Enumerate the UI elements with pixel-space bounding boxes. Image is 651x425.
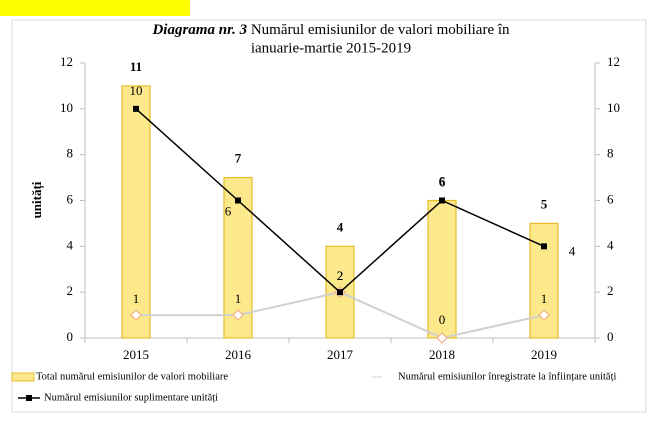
marker (337, 289, 343, 296)
bar-label: 5 (541, 196, 548, 211)
x-tick-label: 2017 (327, 347, 354, 362)
marker (541, 243, 547, 250)
y-tick-label: 2 (67, 283, 74, 298)
y-tick-label: 12 (60, 54, 73, 69)
legend-label: Numărul emisiunilor înregistrate la înfi… (398, 371, 616, 382)
bar-label: 7 (235, 151, 242, 166)
legend-swatch (11, 372, 35, 382)
y2-tick-label: 0 (607, 329, 614, 344)
marker (436, 332, 448, 344)
y2-tick-label: 6 (607, 191, 614, 206)
y-axis-label: unități (29, 181, 45, 218)
y2-tick-label: 2 (607, 283, 614, 298)
y-tick-label: 4 (67, 237, 74, 252)
marker (232, 309, 244, 321)
y-tick-label: 6 (67, 191, 74, 206)
data-label: 6 (439, 174, 446, 189)
marker (439, 197, 445, 204)
chart-frame (11, 19, 647, 413)
title-line: Numărul emisiunilor de valori mobiliare … (251, 22, 510, 38)
bar (121, 85, 151, 339)
data-label: 1 (235, 291, 242, 306)
y2-tick-label: 8 (607, 146, 614, 161)
data-label: 2 (337, 268, 344, 283)
data-label: 2 (337, 268, 344, 283)
x-tick-label: 2018 (429, 347, 455, 362)
y-tick-label: 0 (67, 329, 74, 344)
y2-tick-label: 10 (607, 100, 620, 115)
bar-label: 4 (337, 219, 344, 234)
title-line: ianuarie-martie 2015-2019 (251, 40, 411, 56)
highlight-strip (0, 0, 190, 16)
y-tick-label: 8 (67, 146, 74, 161)
data-label: 1 (133, 291, 140, 306)
data-label: 10 (130, 83, 143, 98)
legend-label: Total numărul emisiunilor de valori mobi… (36, 371, 228, 382)
bar-label: 6 (439, 173, 446, 188)
marker (235, 197, 241, 204)
legend-swatch (26, 395, 32, 401)
y2-tick-label: 4 (607, 237, 614, 252)
marker (133, 105, 139, 112)
x-tick-label: 2015 (123, 347, 149, 362)
chart-title: Diagrama nr. 3 Numărul emisiunilor de va… (151, 22, 510, 38)
marker (130, 309, 142, 321)
title-label: Diagrama nr. 3 (151, 22, 247, 38)
data-label: 1 (541, 291, 548, 306)
bar-label: 11 (130, 59, 142, 74)
data-label: 6 (225, 203, 232, 218)
x-tick-label: 2016 (225, 347, 252, 362)
data-label: 0 (439, 312, 446, 327)
y-tick-label: 10 (60, 100, 73, 115)
legend-label: Numărul emisiunilor suplimentare unități (44, 392, 218, 403)
x-tick-label: 2019 (531, 347, 557, 362)
y2-tick-label: 12 (607, 54, 620, 69)
bar (427, 199, 457, 339)
data-label: 4 (569, 243, 576, 258)
marker (538, 309, 550, 321)
